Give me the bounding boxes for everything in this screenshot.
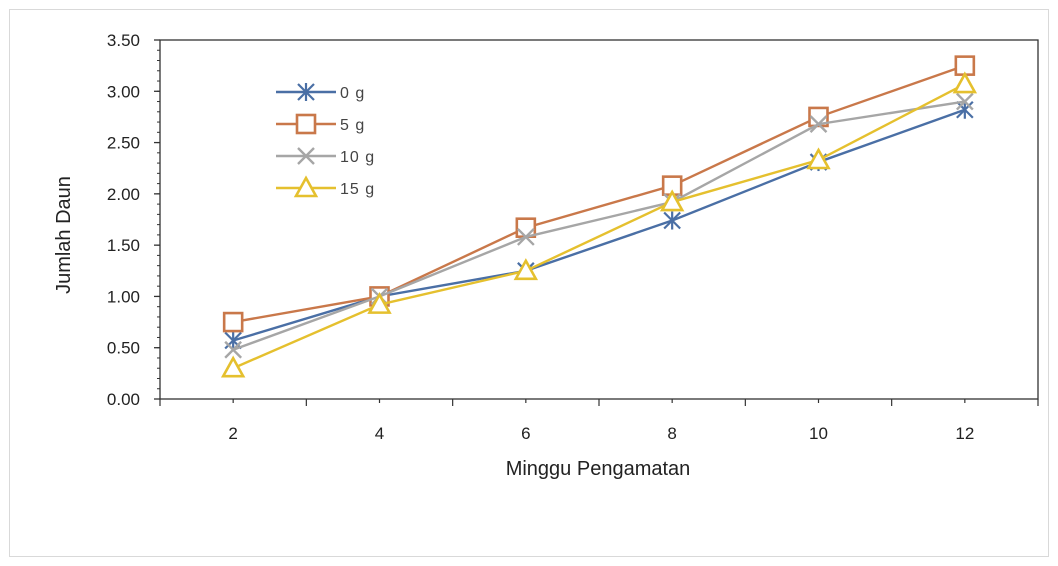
legend: 0 g 5 g 10 g 15 g xyxy=(276,83,375,198)
x-tick-label: 8 xyxy=(667,424,676,443)
x-tick-label: 2 xyxy=(228,424,237,443)
legend-item: 15 g xyxy=(276,175,375,198)
data-point xyxy=(515,217,537,239)
series-line xyxy=(232,83,966,370)
x-tick-label: 6 xyxy=(521,424,530,443)
data-point xyxy=(806,147,831,170)
data-point xyxy=(222,311,244,333)
series-line xyxy=(232,108,966,342)
series-layer xyxy=(220,55,978,378)
legend-marker xyxy=(293,175,319,198)
legend-item: 5 g xyxy=(276,113,365,135)
series-line xyxy=(232,100,966,351)
x-tick-label: 4 xyxy=(375,424,384,443)
x-axis-title: Minggu Pengamatan xyxy=(506,458,691,480)
data-point xyxy=(809,115,828,133)
y-tick-label: 1.00 xyxy=(107,287,140,306)
series-10-g xyxy=(224,92,974,359)
y-axis-title: Jumlah Daun xyxy=(53,176,75,294)
legend-label: 15 g xyxy=(340,181,375,198)
data-point xyxy=(516,228,535,246)
data-point xyxy=(956,100,974,119)
data-point xyxy=(955,92,974,111)
data-point xyxy=(220,355,246,378)
legend-label: 0 g xyxy=(340,85,365,102)
data-point xyxy=(952,71,978,94)
legend-marker xyxy=(295,113,317,135)
legend-item: 0 g xyxy=(276,83,365,102)
y-tick-label: 3.50 xyxy=(107,31,140,50)
ticks: 0.00 0.50 1.00 1.50 2.00 2.50 3.00 3.50 2 4 6 8 10 12 xyxy=(107,31,1039,443)
y-tick-label: 0.00 xyxy=(107,390,140,409)
data-point xyxy=(808,106,829,128)
x-tick-label: 12 xyxy=(955,424,974,443)
x-tick-label: 10 xyxy=(809,424,828,443)
data-point xyxy=(513,258,539,281)
data-point xyxy=(659,189,685,212)
series-line xyxy=(232,64,966,324)
chart-frame xyxy=(9,9,1049,557)
y-tick-label: 2.00 xyxy=(107,185,140,204)
data-point xyxy=(367,291,392,314)
y-tick-label: 3.00 xyxy=(107,82,140,101)
y-tick-label: 1.50 xyxy=(107,236,140,255)
legend-label: 5 g xyxy=(340,117,365,134)
legend-marker xyxy=(297,147,315,165)
y-tick-label: 0.50 xyxy=(107,339,140,358)
data-point xyxy=(663,211,681,230)
y-tick-label: 2.50 xyxy=(107,134,140,153)
data-point xyxy=(224,340,243,359)
series-15-g xyxy=(220,71,978,378)
legend-label: 10 g xyxy=(340,149,375,166)
legend-marker xyxy=(297,83,315,101)
legend-item: 10 g xyxy=(276,147,375,166)
series-5-g xyxy=(222,55,976,333)
